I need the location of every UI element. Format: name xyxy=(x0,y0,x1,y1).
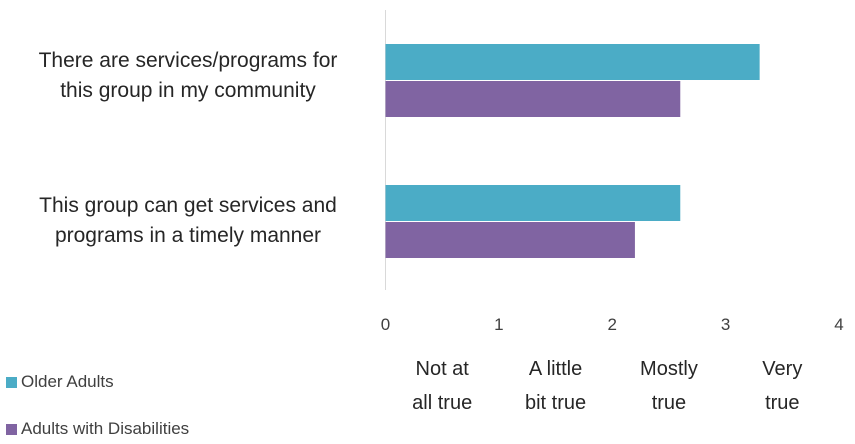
x-tick-label-2: 2 xyxy=(608,315,617,334)
bar-older-adults-category-1 xyxy=(385,44,760,80)
category-label-1-line-1: There are services/programs for xyxy=(38,49,338,72)
legend-item-adults-with-disabilities: Adults with Disabilities xyxy=(6,419,189,439)
x-tick-label-3: 3 xyxy=(721,315,730,334)
x-tick-label-4: 4 xyxy=(834,315,843,334)
legend-swatch-older-adults xyxy=(6,376,17,388)
category-label-2: This group can get services and programs… xyxy=(8,191,368,251)
scale-label-2-line-2: bit true xyxy=(525,392,586,414)
legend-label-adults-with-disabilities: Adults with Disabilities xyxy=(21,419,190,438)
bar-adults-with-disabilities-category-2 xyxy=(385,222,635,258)
category-label-1-line-2: this group in my community xyxy=(60,79,316,102)
bar-adults-with-disabilities-category-1 xyxy=(385,81,681,117)
category-label-2-line-1: This group can get services and xyxy=(39,194,337,217)
scale-label-4-line-2: true xyxy=(765,392,799,414)
scale-label-3-line-2: true xyxy=(652,392,686,414)
scale-label-4-line-1: Very xyxy=(762,358,802,380)
legend-swatch-adults-with-disabilities xyxy=(6,423,17,435)
category-label-1: There are services/programs for this gro… xyxy=(8,46,368,106)
scale-label-3-line-1: Mostly xyxy=(640,358,698,380)
scale-label-1-line-2: all true xyxy=(412,392,472,414)
legend-item-older-adults: Older Adults xyxy=(6,372,114,392)
x-tick-label-0: 0 xyxy=(381,315,390,334)
scale-label-1-line-1: Not at xyxy=(416,358,470,380)
scale-label-2-line-1: A little xyxy=(529,358,582,380)
legend-label-older-adults: Older Adults xyxy=(21,372,114,391)
category-label-2-line-2: programs in a timely manner xyxy=(54,224,322,247)
x-tick-label-1: 1 xyxy=(494,315,503,334)
bar-older-adults-category-2 xyxy=(385,185,681,221)
